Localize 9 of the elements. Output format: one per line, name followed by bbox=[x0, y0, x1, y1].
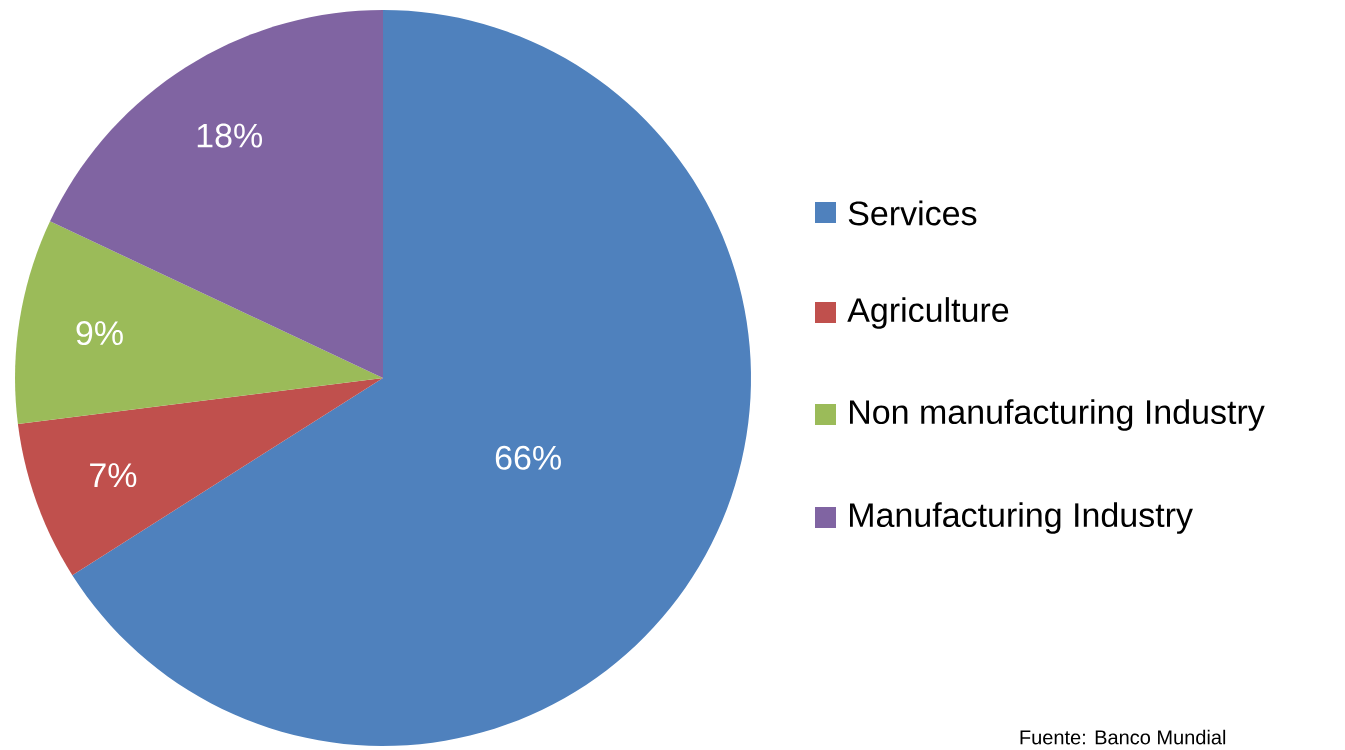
source-note: Fuente: Banco Mundial bbox=[1020, 729, 1226, 745]
legend-label: Manufacturing Industry bbox=[850, 502, 1193, 534]
legend-label: Non manufacturing Industry bbox=[850, 399, 1265, 431]
data-label: 9% bbox=[76, 321, 123, 346]
data-label: 7% bbox=[90, 463, 137, 488]
data-label: 66% bbox=[495, 445, 561, 470]
data-label: 18% bbox=[197, 123, 263, 148]
legend-label: Agriculture bbox=[847, 297, 1009, 329]
legend-label: Services bbox=[848, 200, 977, 226]
